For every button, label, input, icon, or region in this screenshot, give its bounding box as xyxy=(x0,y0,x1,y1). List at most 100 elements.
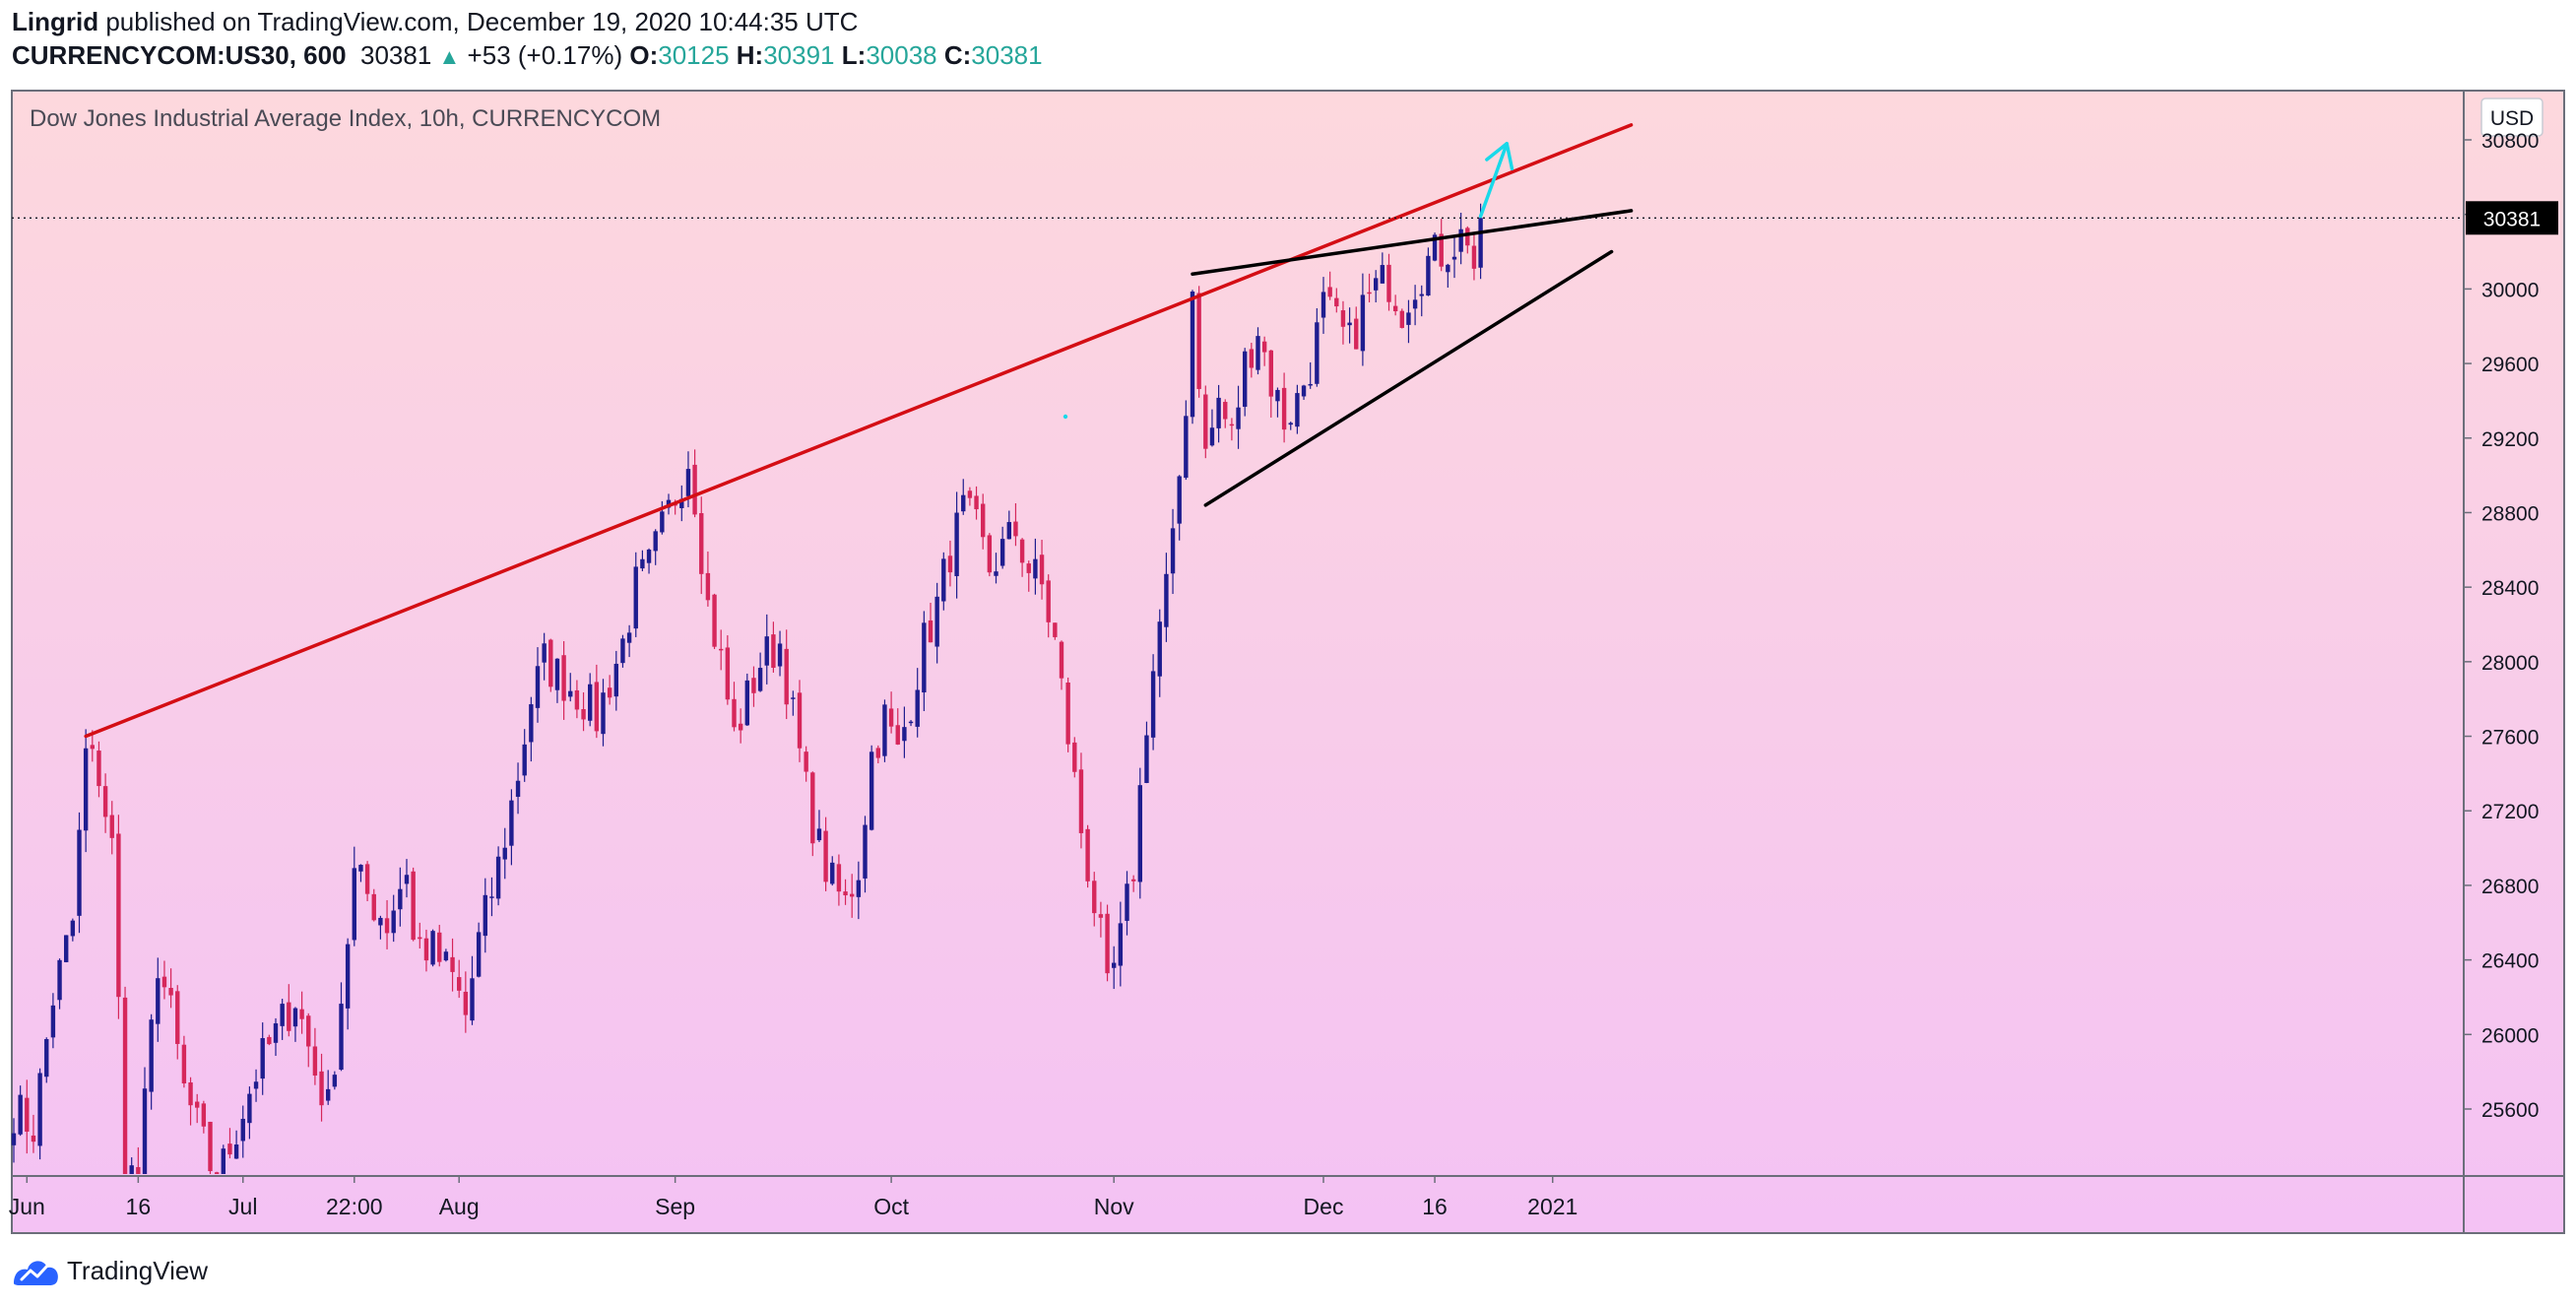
candle-up xyxy=(791,697,796,699)
candle-down xyxy=(90,745,95,750)
candle-down xyxy=(299,1009,304,1019)
candle-down xyxy=(987,535,993,573)
candle-down xyxy=(1392,305,1398,312)
candle-down xyxy=(384,918,390,934)
candle-down xyxy=(267,1036,272,1045)
candle-up xyxy=(1412,299,1418,309)
candle-down xyxy=(895,725,900,745)
close-label: C: xyxy=(943,40,972,70)
candle-down xyxy=(843,891,848,896)
candle-down xyxy=(719,648,724,651)
candle-down xyxy=(928,620,934,643)
footer-brand[interactable]: TradingView xyxy=(67,1255,209,1285)
x-tick-label: Jun xyxy=(9,1194,45,1219)
candle-up xyxy=(443,951,449,961)
candle-up xyxy=(1144,735,1149,783)
candle-up xyxy=(1406,312,1411,325)
candle-down xyxy=(136,1166,141,1174)
candle-down xyxy=(1354,318,1359,350)
candle-up xyxy=(1236,407,1241,429)
y-tick-label: 27600 xyxy=(2481,727,2539,750)
candle-up xyxy=(535,666,541,708)
candle-up xyxy=(679,498,684,508)
candle-down xyxy=(1367,292,1372,294)
candle-up xyxy=(601,692,606,735)
projection-arrow-head[interactable] xyxy=(1485,142,1514,170)
candle-up xyxy=(352,868,356,941)
candle-up xyxy=(856,880,862,897)
candle-up xyxy=(1184,416,1189,479)
candle-down xyxy=(1039,555,1045,585)
candle-down xyxy=(1249,349,1255,368)
up-triangle-icon: ▲ xyxy=(438,44,461,69)
candle-up xyxy=(1458,229,1463,252)
x-tick-label: 16 xyxy=(126,1194,152,1219)
wedge-upper-line[interactable] xyxy=(1191,209,1634,276)
candle-up xyxy=(1170,528,1176,574)
candle-up xyxy=(1446,264,1450,273)
y-tick-label: 26800 xyxy=(2481,876,2539,898)
candle-down xyxy=(463,991,469,1015)
chart-header: Lingrid published on TradingView.com, De… xyxy=(12,6,2562,72)
candle-down xyxy=(1327,287,1332,297)
candle-up xyxy=(994,571,998,576)
candle-down xyxy=(1465,228,1470,246)
candle-down xyxy=(784,648,789,705)
wedge-lower-line[interactable] xyxy=(1203,249,1614,507)
candle-up xyxy=(476,932,482,977)
candle-up xyxy=(922,622,927,693)
candle-up xyxy=(1419,294,1424,296)
open-value: 30125 xyxy=(658,40,730,70)
candle-up xyxy=(260,1038,265,1079)
candle-down xyxy=(1065,682,1070,745)
candle-up xyxy=(1033,558,1038,579)
candle-down xyxy=(967,490,973,498)
candle-down xyxy=(1223,402,1228,420)
author-name[interactable]: Lingrid xyxy=(12,7,99,36)
candle-down xyxy=(594,682,600,732)
candle-down xyxy=(287,1002,291,1031)
candle-up xyxy=(44,1039,49,1077)
candle-down xyxy=(1072,742,1077,772)
candle-up xyxy=(902,727,907,742)
candle-up xyxy=(292,1008,298,1027)
y-tick-label: 29600 xyxy=(2481,354,2539,376)
price-change: +53 (+0.17%) xyxy=(467,40,623,70)
projection-arrow-shaft[interactable] xyxy=(1478,142,1509,219)
candle-up xyxy=(1137,785,1142,882)
candle-down xyxy=(411,871,416,941)
candle-up xyxy=(470,978,475,1021)
candle-up xyxy=(64,935,69,962)
candle-down xyxy=(188,1081,193,1106)
candle-up xyxy=(633,566,638,629)
candle-up xyxy=(156,978,161,1024)
currency-button[interactable] xyxy=(2480,98,2544,137)
candle-down xyxy=(181,1044,187,1084)
resistance-trendline[interactable] xyxy=(84,123,1634,739)
candle-up xyxy=(1478,218,1483,268)
y-tick-label: 28400 xyxy=(2481,577,2539,600)
candle-down xyxy=(227,1143,232,1155)
candle-up xyxy=(509,800,514,846)
candle-up xyxy=(142,1088,148,1174)
candle-up xyxy=(1125,883,1129,921)
candle-up xyxy=(253,1081,259,1089)
marker-dot xyxy=(1063,414,1068,420)
candle-up xyxy=(1301,385,1307,397)
candle-down xyxy=(1261,341,1267,353)
candle-down xyxy=(1281,387,1287,430)
candle-up xyxy=(666,499,672,508)
low-label: L: xyxy=(841,40,867,70)
candle-up xyxy=(70,920,76,937)
candle-down xyxy=(1105,913,1110,974)
candle-down xyxy=(214,1172,220,1174)
candle-up xyxy=(934,596,939,647)
candle-up xyxy=(941,558,946,602)
candle-down xyxy=(1471,245,1477,269)
candle-down xyxy=(712,594,717,647)
candle-up xyxy=(430,931,435,965)
candle-up xyxy=(495,856,501,899)
candle-up xyxy=(653,531,658,552)
candle-up xyxy=(1157,621,1162,677)
